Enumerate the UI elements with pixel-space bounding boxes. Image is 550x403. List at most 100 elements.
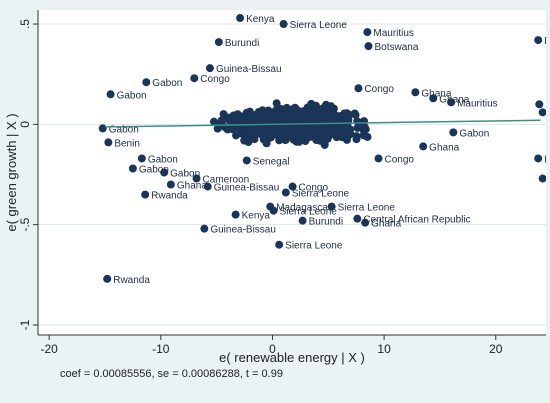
labeled-scatter-point bbox=[298, 216, 307, 225]
scatter-point bbox=[352, 135, 361, 144]
point-label: Congo bbox=[200, 74, 230, 85]
labeled-scatter-point bbox=[363, 28, 372, 37]
data-points: Kenya Sierra Leone Mauritius Burundi Botswan… bbox=[98, 14, 550, 286]
scatter-point bbox=[252, 113, 261, 122]
point-label: Burundi bbox=[225, 38, 259, 49]
point-label: Benin bbox=[544, 154, 550, 165]
point-label: Sierra Leone bbox=[280, 207, 338, 218]
point-label: Benin bbox=[544, 36, 550, 47]
x-tick-label: -20 bbox=[40, 342, 58, 356]
scatter-point bbox=[260, 112, 269, 121]
x-tick-label: 0 bbox=[269, 342, 276, 356]
point-label: Ghana bbox=[429, 142, 459, 153]
labeled-scatter-point bbox=[242, 156, 251, 165]
labeled-scatter-point bbox=[288, 182, 297, 191]
labeled-scatter-point bbox=[103, 274, 112, 283]
point-label: Ghana bbox=[421, 88, 451, 99]
fitted-line bbox=[104, 119, 541, 128]
scatter-point bbox=[268, 126, 277, 135]
labeled-scatter-point bbox=[192, 174, 201, 183]
labeled-scatter-point bbox=[354, 84, 363, 93]
labeled-scatter-point bbox=[275, 240, 284, 249]
scatter-point bbox=[209, 117, 218, 126]
scatter-point bbox=[243, 114, 252, 123]
scatter-point bbox=[320, 140, 329, 149]
labeled-scatter-point bbox=[538, 174, 546, 183]
point-label: Gabon bbox=[170, 169, 200, 180]
point-label: Gabon bbox=[152, 78, 182, 89]
labeled-scatter-point bbox=[269, 206, 278, 215]
labeled-scatter-point bbox=[374, 154, 383, 163]
scatter-point bbox=[267, 119, 276, 128]
labeled-scatter-point bbox=[327, 202, 336, 211]
labeled-scatter-point bbox=[279, 20, 288, 29]
x-tick-label: 20 bbox=[489, 342, 503, 356]
labeled-scatter-point bbox=[449, 128, 458, 137]
labeled-scatter-point bbox=[538, 108, 546, 117]
point-label: Rwanda bbox=[113, 275, 150, 286]
labeled-scatter-point bbox=[106, 90, 115, 99]
scatter-point bbox=[314, 128, 323, 137]
point-label: Gabon bbox=[139, 164, 169, 175]
labeled-scatter-point bbox=[535, 100, 544, 109]
scatter-point bbox=[324, 108, 333, 117]
point-label: Sierra Leone bbox=[285, 241, 343, 252]
scatter-point bbox=[249, 128, 258, 137]
point-label: Ghana bbox=[371, 219, 401, 230]
labeled-scatter-point bbox=[200, 224, 209, 233]
point-label: Congo bbox=[385, 154, 415, 165]
scatter-point bbox=[278, 121, 287, 130]
labeled-scatter-point bbox=[419, 142, 428, 151]
point-label: Congo bbox=[299, 183, 329, 194]
labeled-scatter-point bbox=[447, 98, 456, 107]
labeled-scatter-point bbox=[104, 138, 113, 147]
scatter-point bbox=[232, 131, 241, 140]
point-label: Madagascar bbox=[276, 203, 332, 214]
scatter-point bbox=[285, 115, 294, 124]
labeled-scatter-point bbox=[141, 190, 150, 199]
scatter-point bbox=[360, 122, 369, 131]
scatter-point bbox=[242, 129, 251, 138]
labeled-scatter-point bbox=[281, 188, 290, 197]
labeled-scatter-point bbox=[190, 74, 199, 83]
point-label: Kenya bbox=[242, 211, 271, 222]
point-label: Ghana bbox=[439, 94, 469, 105]
point-label: Sierra Leone bbox=[338, 203, 396, 214]
scatter-point bbox=[351, 111, 360, 120]
x-axis-title: e( renewable energy | X ) bbox=[219, 350, 365, 365]
labeled-scatter-point bbox=[429, 94, 438, 103]
scatter-point bbox=[293, 115, 302, 124]
point-label: Kenya bbox=[246, 14, 275, 25]
scatter-point bbox=[300, 115, 309, 124]
labeled-scatter-point bbox=[98, 124, 107, 133]
labeled-scatter-point bbox=[231, 210, 240, 219]
scatter-point bbox=[309, 108, 318, 117]
scatter-point bbox=[333, 131, 342, 140]
point-label: Guinea-Bissau bbox=[216, 64, 282, 75]
scatter-point bbox=[302, 122, 311, 131]
point-label: Burundi bbox=[309, 217, 343, 228]
point-label: Sierra Leone bbox=[290, 20, 348, 31]
point-label: Guinea-Bissau bbox=[214, 183, 280, 194]
point-label: Mauritius bbox=[457, 98, 498, 109]
scatter-point bbox=[219, 110, 228, 119]
labeled-scatter-point bbox=[160, 168, 169, 177]
y-tick-label: 0 bbox=[18, 121, 32, 128]
y-tick-label: -1 bbox=[18, 319, 32, 330]
scatter-point bbox=[294, 108, 303, 117]
labeled-scatter-point bbox=[137, 154, 146, 163]
y-tick-label: .5 bbox=[18, 19, 32, 29]
labeled-scatter-point bbox=[203, 182, 212, 191]
x-tick-label: 10 bbox=[377, 342, 391, 356]
scatter-point bbox=[345, 110, 354, 119]
point-label: Mauritius bbox=[373, 28, 414, 39]
labeled-scatter-point bbox=[142, 78, 151, 87]
scatter-point bbox=[346, 129, 355, 138]
labeled-scatter-point bbox=[364, 42, 373, 51]
scatter-point bbox=[244, 138, 253, 147]
point-label: Senegal bbox=[253, 156, 290, 167]
labeled-scatter-point bbox=[361, 218, 370, 227]
y-axis-title: e( green growth | X ) bbox=[4, 113, 19, 231]
labeled-scatter-point bbox=[534, 154, 543, 163]
